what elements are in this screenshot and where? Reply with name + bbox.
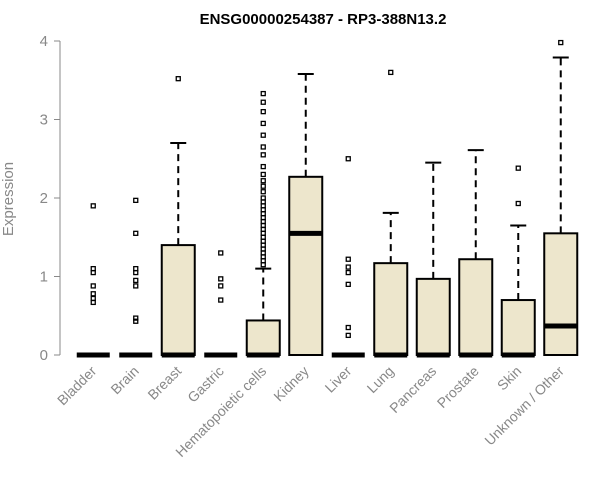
outlier-point: [345, 156, 351, 162]
outlier-point: [345, 256, 351, 262]
box-group: [119, 197, 153, 358]
y-axis: 0 1 2 3 4: [40, 33, 61, 364]
y-tick-label: 2: [40, 190, 48, 207]
outlier-point: [90, 203, 96, 209]
y-tick-label: 3: [40, 112, 48, 129]
box-rect: [500, 299, 536, 356]
outlier-point: [260, 171, 266, 178]
x-category-label: Breast: [144, 363, 184, 403]
box-group: [160, 76, 196, 358]
y-tick-label: 4: [40, 33, 48, 50]
box-rect: [245, 319, 281, 356]
x-category-label: Pancreas: [386, 363, 439, 416]
outlier-point: [90, 265, 96, 272]
box-group: [415, 161, 451, 358]
box-rect: [415, 277, 451, 357]
outlier-point: [218, 297, 224, 303]
outlier-point: [133, 230, 139, 236]
outlier-point: [345, 332, 351, 339]
box-rect: [543, 232, 579, 356]
box-group: [76, 203, 110, 358]
outlier-point: [515, 200, 521, 207]
outlier-point: [345, 281, 351, 288]
outlier-point: [260, 152, 266, 158]
outlier-point: [260, 90, 266, 97]
y-axis-label: Expression: [0, 162, 17, 236]
x-category-label: Liver: [322, 363, 355, 396]
outlier-point: [175, 76, 181, 82]
box-group: [245, 90, 281, 358]
outlier-point: [345, 269, 351, 276]
outlier-point: [90, 291, 96, 297]
outlier-point: [515, 165, 521, 171]
outlier-point: [345, 264, 351, 270]
box-group: [500, 165, 536, 358]
outlier-point: [260, 189, 266, 195]
outlier-point: [133, 283, 139, 289]
outlier-point: [558, 39, 564, 46]
box-group: [543, 39, 579, 356]
outlier-point: [90, 295, 96, 302]
outlier-point: [218, 250, 224, 256]
outlier-point: [260, 178, 266, 184]
x-category-label: Kidney: [270, 363, 312, 405]
outlier-point: [260, 183, 266, 189]
box-group: [204, 250, 238, 358]
x-category-label: Lung: [364, 363, 397, 396]
x-category-label: Unknown / Other: [481, 363, 567, 449]
outlier-point: [260, 195, 266, 201]
x-category-label: Brain: [107, 363, 141, 397]
box-group: [288, 72, 324, 356]
box-rect: [160, 244, 196, 357]
x-category-label: Bladder: [54, 363, 100, 409]
outlier-point: [260, 99, 266, 105]
outlier-point: [260, 144, 266, 150]
box-group: [331, 156, 365, 358]
outlier-point: [260, 109, 266, 115]
x-category-label: Prostate: [434, 363, 482, 411]
y-tick-label: 0: [40, 347, 48, 364]
outlier-point: [133, 315, 139, 321]
outlier-point: [133, 277, 139, 284]
box-group: [458, 149, 494, 358]
outlier-point: [133, 265, 139, 272]
x-category-label: Skin: [494, 363, 525, 394]
box-rect: [288, 175, 324, 356]
box-rect: [458, 258, 494, 357]
outlier-point: [133, 197, 139, 204]
outlier-point: [260, 132, 266, 138]
y-tick-label: 1: [40, 269, 48, 286]
box-series: [76, 39, 579, 358]
outlier-point: [133, 318, 139, 324]
box-group: [373, 69, 409, 358]
outlier-point: [260, 120, 266, 127]
outlier-point: [218, 283, 224, 289]
outlier-point: [345, 324, 351, 331]
chart-title: ENSG00000254387 - RP3-388N13.2: [200, 11, 447, 28]
outlier-point: [218, 276, 224, 282]
box-rect: [373, 262, 409, 356]
outlier-point: [90, 283, 96, 289]
outlier-point: [260, 163, 266, 170]
outlier-point: [388, 69, 394, 76]
